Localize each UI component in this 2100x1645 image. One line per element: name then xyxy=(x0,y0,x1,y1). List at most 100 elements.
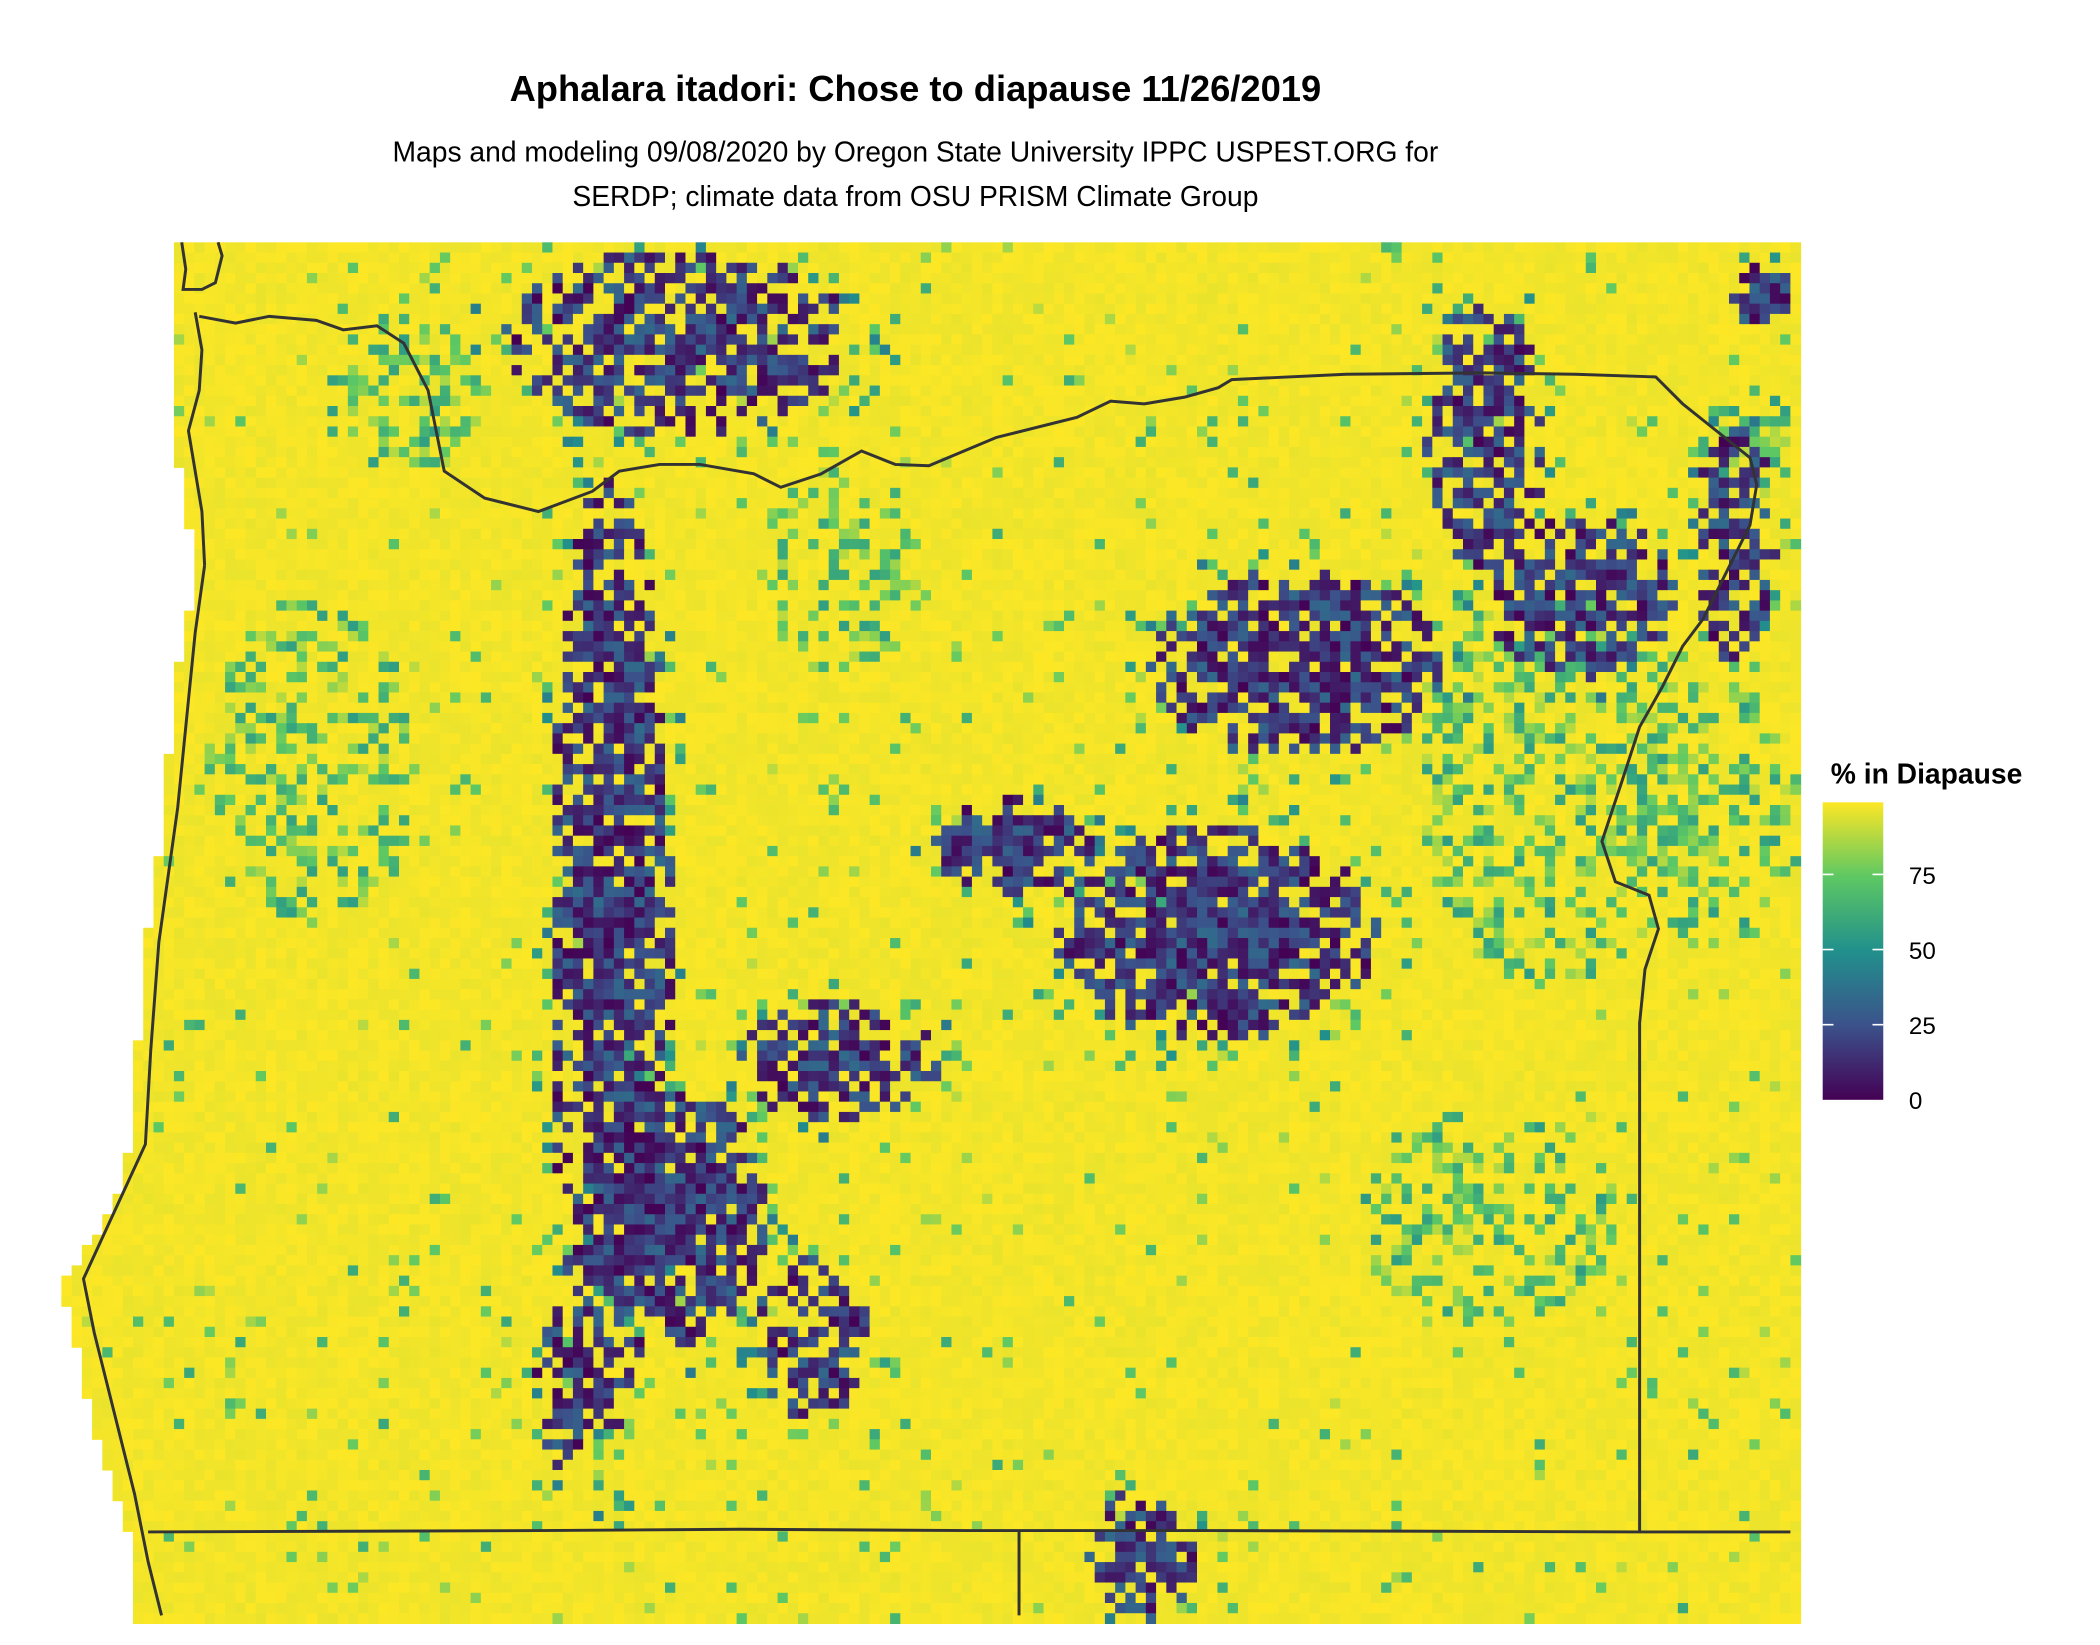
raster-cell xyxy=(1258,467,1269,478)
raster-cell xyxy=(256,478,267,489)
raster-cell xyxy=(1310,242,1321,253)
raster-cell xyxy=(1545,467,1556,478)
raster-cell xyxy=(1044,467,1055,478)
raster-cell xyxy=(1238,508,1249,519)
raster-cell xyxy=(1350,549,1361,560)
raster-cell xyxy=(450,365,461,376)
raster-cell xyxy=(1678,263,1689,274)
raster-cell xyxy=(685,324,696,335)
raster-cell xyxy=(1320,426,1331,437)
raster-cell xyxy=(1146,457,1157,468)
raster-cell xyxy=(1228,273,1239,284)
raster-cell xyxy=(1749,345,1760,356)
raster-cell xyxy=(685,549,696,560)
raster-cell xyxy=(430,375,441,386)
raster-cell xyxy=(900,304,911,315)
raster-cell xyxy=(563,539,574,550)
raster-cell xyxy=(532,334,543,345)
raster-cell xyxy=(829,406,840,417)
raster-cell xyxy=(1749,304,1760,315)
raster-cell xyxy=(1688,437,1699,448)
raster-cell xyxy=(1299,488,1310,499)
raster-cell xyxy=(1473,396,1484,407)
raster-cell xyxy=(1013,549,1024,560)
raster-cell xyxy=(1156,263,1167,274)
raster-cell xyxy=(1412,375,1423,386)
raster-cell xyxy=(941,355,952,366)
raster-cell xyxy=(911,365,922,376)
raster-cell xyxy=(778,498,789,509)
raster-cell xyxy=(829,426,840,437)
raster-cell xyxy=(767,304,778,315)
raster-cell xyxy=(522,529,533,540)
raster-cell xyxy=(849,365,860,376)
raster-cell xyxy=(1197,375,1208,386)
raster-cell xyxy=(215,416,226,427)
raster-cell xyxy=(286,559,297,570)
raster-cell xyxy=(1299,242,1310,253)
raster-cell xyxy=(1299,263,1310,274)
raster-cell xyxy=(1770,242,1781,253)
raster-cell xyxy=(1402,457,1413,468)
raster-cell xyxy=(1023,437,1034,448)
raster-cell xyxy=(1749,549,1760,560)
raster-cell xyxy=(890,304,901,315)
raster-cell xyxy=(1320,519,1331,530)
raster-cell xyxy=(573,508,584,519)
raster-cell xyxy=(235,386,246,397)
raster-cell xyxy=(1760,355,1771,366)
raster-cell xyxy=(501,273,512,284)
raster-cell xyxy=(1596,488,1607,499)
raster-cell xyxy=(1576,416,1587,427)
raster-cell xyxy=(450,355,461,366)
raster-cell xyxy=(184,467,195,478)
raster-cell xyxy=(808,488,819,499)
raster-cell xyxy=(1504,293,1515,304)
raster-cell xyxy=(1524,406,1535,417)
raster-cell xyxy=(1105,549,1116,560)
raster-cell xyxy=(614,283,625,294)
raster-cell xyxy=(307,508,318,519)
raster-cell xyxy=(338,416,349,427)
raster-cell xyxy=(911,283,922,294)
raster-cell xyxy=(1238,406,1249,417)
raster-cell xyxy=(205,478,216,489)
raster-cell xyxy=(368,345,379,356)
raster-cell xyxy=(1248,253,1259,264)
raster-cell xyxy=(1483,242,1494,253)
raster-cell xyxy=(962,375,973,386)
raster-cell xyxy=(440,293,451,304)
raster-cell xyxy=(1187,519,1198,530)
raster-cell xyxy=(1483,457,1494,468)
raster-cell xyxy=(962,365,973,376)
raster-cell xyxy=(706,304,717,315)
raster-cell xyxy=(1504,416,1515,427)
raster-cell xyxy=(900,334,911,345)
raster-cell xyxy=(1320,508,1331,519)
raster-cell xyxy=(1238,365,1249,376)
raster-cell xyxy=(1177,365,1188,376)
raster-cell xyxy=(1258,447,1269,458)
raster-cell xyxy=(389,386,400,397)
raster-cell xyxy=(665,488,676,499)
raster-cell xyxy=(931,375,942,386)
raster-cell xyxy=(501,437,512,448)
raster-cell xyxy=(1709,488,1720,499)
raster-cell xyxy=(1391,437,1402,448)
raster-cell xyxy=(911,324,922,335)
raster-cell xyxy=(931,345,942,356)
raster-cell xyxy=(1177,355,1188,366)
raster-cell xyxy=(1003,334,1014,345)
raster-cell xyxy=(1719,519,1730,530)
raster-cell xyxy=(1228,355,1239,366)
diapause-raster xyxy=(61,242,1801,1624)
raster-cell xyxy=(798,345,809,356)
raster-cell xyxy=(1483,293,1494,304)
raster-cell xyxy=(522,467,533,478)
raster-cell xyxy=(839,396,850,407)
raster-cell xyxy=(696,478,707,489)
raster-cell xyxy=(1504,304,1515,315)
raster-cell xyxy=(368,478,379,489)
raster-cell xyxy=(818,304,829,315)
raster-cell xyxy=(583,365,594,376)
